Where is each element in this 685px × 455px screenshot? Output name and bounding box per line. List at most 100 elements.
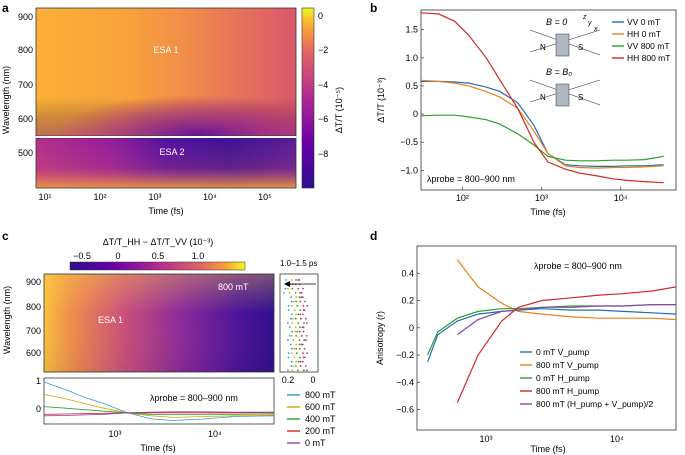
panel-c-legend: 800 mT 600 mT 400 mT 200 mT 0 mT [287, 390, 336, 448]
pole-n: N [540, 43, 546, 52]
legend-label: 800 mT [305, 390, 336, 400]
ytick: 600 [18, 114, 33, 124]
series-line [420, 114, 664, 162]
cbar-tick: −0.5 [73, 251, 91, 261]
series-line [43, 393, 275, 418]
pole-n: N [540, 93, 546, 102]
ytick: 0.2 [401, 296, 414, 306]
ytick: 900 [18, 12, 33, 22]
scatter-point [295, 360, 297, 363]
xtick: 10² [93, 192, 106, 202]
panel-a-xlabel: Time (fs) [148, 206, 183, 216]
pole-s: S [578, 93, 583, 102]
panel-c-heatmap-frame [43, 273, 275, 373]
scatter-point [291, 369, 293, 372]
xtick: 10⁴ [610, 434, 624, 444]
cbar-tick: 0.5 [152, 251, 165, 261]
scatter-point [298, 339, 301, 342]
panel-a-colorbar [301, 7, 315, 189]
scatter-point [295, 347, 298, 350]
scatter-point [295, 296, 298, 299]
cbar-tick: 0 [115, 251, 120, 261]
magnet-schematic-top: B = 0 N S z y x [529, 14, 601, 57]
scatter-point [302, 343, 304, 346]
scatter-point [299, 347, 301, 350]
panel-a-cbar-label: ΔT/T (10⁻⁵) [334, 87, 344, 133]
scatter-point [291, 322, 294, 324]
scatter-point [298, 279, 301, 281]
xtick: 0 [310, 375, 315, 385]
series-line [456, 286, 677, 403]
scatter-point [301, 335, 303, 337]
panel-c-lower-yticks: 1 0 [36, 376, 41, 414]
panel-b-letter: b [370, 1, 377, 15]
panel-d-ylabel: Anisotropy (r) [375, 311, 385, 365]
region-esa1: ESA 1 [153, 45, 178, 55]
panel-c-side-xticks: 0.2 0 [282, 375, 316, 385]
panel-b-xticks: 10² 10³ 10⁴ [456, 187, 628, 203]
legend-label: HH 800 mT [627, 53, 670, 63]
scatter-point [299, 292, 301, 294]
ytick: 500 [18, 148, 33, 158]
scatter-point [301, 360, 304, 363]
xtick: 10² [456, 193, 469, 203]
scatter-point [302, 287, 304, 290]
scatter-point [288, 292, 291, 294]
scatter-point [305, 335, 308, 337]
panel-c-yticks: 900 800 700 600 [26, 277, 41, 358]
scatter-point [303, 347, 306, 350]
series-line [456, 304, 676, 336]
scatter-point [295, 313, 297, 316]
panel-c-annotation: λprobe = 800–900 nm [150, 393, 238, 403]
panel-b-xlabel: Time (fs) [530, 207, 565, 217]
scatter-point [283, 292, 285, 294]
cbar-tick: 1.0 [192, 251, 205, 261]
panel-a-xticks: 10¹ 10² 10³ 10⁴ 10⁵ [38, 192, 272, 202]
panel-c-cbar-label: ΔT/T_HH − ΔT/T_VV (10⁻³) [103, 237, 214, 247]
panel-d-letter: d [370, 229, 377, 243]
scatter-point [292, 365, 294, 367]
panel-c-cbar-ticks: −0.5 0 0.5 1.0 [73, 251, 204, 261]
panel-a-letter: a [2, 1, 9, 15]
scatter-point [293, 347, 296, 350]
scatter-point [287, 322, 289, 324]
scatter-point [302, 326, 305, 329]
ytick: 900 [26, 277, 41, 287]
xtick: 10³ [479, 434, 492, 444]
xtick: 10⁴ [614, 193, 628, 203]
panel-c-xlabel: Time (fs) [140, 443, 175, 453]
scatter-point [290, 304, 293, 307]
scatter-point [299, 356, 301, 359]
panel-c-region: ESA 1 [98, 315, 123, 325]
ytick: 600 [26, 348, 41, 358]
legend-label: 200 mT [305, 426, 336, 436]
scatter-point [284, 287, 287, 290]
region-esa2: ESA 2 [159, 147, 184, 157]
scatter-point [300, 296, 303, 299]
panel-b-legend: VV 0 mT HH 0 mT VV 800 mT HH 800 mT [612, 17, 670, 63]
scatter-point [299, 313, 302, 316]
field-label: B = 0 [546, 17, 567, 27]
panel-c-heatmap-shade [44, 274, 274, 372]
scatter-point [297, 287, 300, 290]
scatter-point [303, 339, 306, 342]
scatter-point [304, 365, 307, 367]
scatter-point [297, 369, 299, 372]
panel-b-frame [420, 9, 677, 191]
scatter-point [292, 300, 295, 303]
ytick: 0.4 [401, 268, 414, 278]
scatter-point [302, 304, 305, 307]
scatter-point [290, 352, 293, 354]
ytick: −1.0 [400, 165, 418, 175]
xtick: 10⁴ [203, 192, 217, 202]
scatter-point [291, 317, 294, 320]
scatter-point [290, 300, 293, 303]
scatter-point [298, 343, 301, 346]
scatter-point [291, 347, 293, 350]
scatter-point [305, 339, 307, 342]
series-line [43, 406, 275, 416]
legend-label: HH 0 mT [627, 29, 661, 39]
ytick: −0.4 [396, 377, 414, 387]
panel-a-yticks: 900 800 700 600 500 [18, 12, 33, 158]
